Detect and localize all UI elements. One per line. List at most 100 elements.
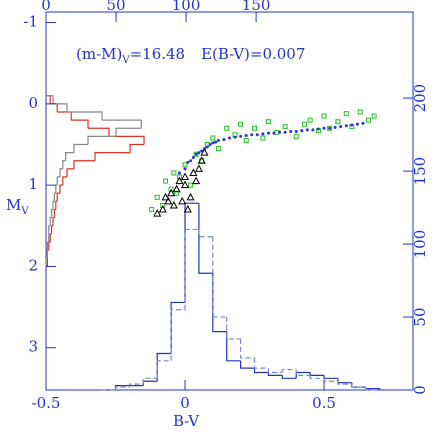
green-point xyxy=(188,182,194,188)
bottom-histogram-bin xyxy=(198,229,213,238)
blue-point xyxy=(239,134,243,138)
triangle-point xyxy=(169,200,178,209)
bottom-histogram-bin xyxy=(114,386,130,390)
bottom-histogram-bin xyxy=(212,236,227,318)
blue-point xyxy=(289,129,293,133)
right-tick-label: 0 xyxy=(411,385,429,395)
side-histogram-bin xyxy=(73,143,89,153)
y-axis-label: MV xyxy=(6,196,29,217)
side-histogram-bin xyxy=(52,200,55,210)
top-tick-label: 0 xyxy=(41,0,51,14)
green-point xyxy=(154,194,160,200)
bottom-histogram-bin xyxy=(240,338,255,359)
side-histogram-bin xyxy=(50,103,58,112)
blue-point xyxy=(186,160,190,164)
blue-point xyxy=(316,127,320,131)
blue-point xyxy=(261,132,265,136)
triangle-point xyxy=(180,180,190,189)
side-histogram-bin xyxy=(94,152,131,161)
side-histogram-bin xyxy=(65,152,75,161)
blue-point xyxy=(214,140,218,144)
side-histogram-bin xyxy=(48,241,51,251)
side-histogram-bin xyxy=(51,225,54,234)
blue-point xyxy=(350,123,354,127)
triangle-point xyxy=(180,172,190,181)
green-point xyxy=(238,121,244,127)
blue-point xyxy=(278,130,282,134)
triangle-point xyxy=(164,196,173,205)
bottom-histogram-bin xyxy=(226,317,241,340)
bottom-histogram-bin xyxy=(128,383,144,388)
bottom-histogram-bin xyxy=(253,368,269,374)
bottom-histogram-bin xyxy=(309,375,325,379)
green-point xyxy=(357,109,363,115)
side-histogram-bin xyxy=(102,119,142,129)
bottom-histogram-bin xyxy=(337,381,352,385)
blue-point xyxy=(200,149,204,153)
green-point xyxy=(252,125,258,131)
side-histogram-bin xyxy=(109,135,145,145)
green-point xyxy=(163,178,169,184)
triangle-point xyxy=(172,184,181,193)
bottom-histogram-bin xyxy=(184,202,199,303)
blue-point xyxy=(191,156,195,160)
blue-point xyxy=(272,131,276,135)
bottom-histogram-bin xyxy=(351,382,366,388)
blue-point xyxy=(344,124,348,128)
bottom-histogram-bin xyxy=(351,384,366,388)
bottom-histogram-bin xyxy=(309,372,325,377)
side-histogram-bin xyxy=(129,143,145,153)
bottom-histogram-bin xyxy=(295,369,311,377)
green-point xyxy=(149,207,155,213)
top-tick-label: 100 xyxy=(172,0,201,14)
triangle-point xyxy=(167,188,176,197)
x-axis-label: B-V xyxy=(173,412,200,430)
green-point xyxy=(282,124,288,130)
blue-point xyxy=(294,129,298,133)
side-histogram-bin xyxy=(71,119,89,129)
blue-point xyxy=(255,133,259,137)
bottom-histogram-bin xyxy=(267,368,283,374)
bottom-histogram-bin xyxy=(323,375,338,379)
blue-point xyxy=(266,131,270,135)
side-histogram-bin xyxy=(46,241,49,251)
triangle-point xyxy=(183,204,192,213)
y-tick-label: 0 xyxy=(28,94,38,112)
annotation-extra: E(B-V)=0.007 xyxy=(201,45,305,63)
blue-point xyxy=(328,126,332,130)
triangle-point xyxy=(197,156,206,164)
blue-point xyxy=(361,121,365,125)
side-histogram-bin xyxy=(66,168,75,178)
bottom-histogram-bin xyxy=(253,357,269,369)
side-histogram-bin xyxy=(56,176,61,186)
plot-frame xyxy=(45,11,414,391)
blue-point xyxy=(339,125,343,129)
annotation: (m-M)V=16.48 E(B-V)=0.007 xyxy=(76,45,305,66)
green-point xyxy=(182,162,188,168)
side-histogram-bin xyxy=(55,184,58,194)
annotation-text: (m-M) xyxy=(76,45,122,63)
green-point xyxy=(307,117,313,123)
blue-point xyxy=(194,152,198,156)
green-point xyxy=(176,174,182,180)
green-point xyxy=(215,146,221,152)
blue-point xyxy=(216,138,220,142)
green-point xyxy=(224,125,230,131)
blue-point xyxy=(300,129,304,133)
side-histogram-bin xyxy=(53,208,56,218)
y-tick-label: 1 xyxy=(28,175,38,193)
bottom-histogram-bin xyxy=(240,360,255,369)
side-histogram-bin xyxy=(88,127,110,137)
side-histogram-bin xyxy=(49,233,52,243)
green-point xyxy=(168,186,174,192)
blue-point xyxy=(211,141,215,145)
blue-point xyxy=(333,125,337,129)
green-point xyxy=(371,113,377,119)
bottom-histogram-bin xyxy=(142,377,158,385)
side-histogram-bin xyxy=(115,127,142,137)
bottom-histogram-bin xyxy=(142,380,158,386)
y-tick-label: 2 xyxy=(28,256,38,274)
annotation-subscript: V xyxy=(121,55,130,66)
triangle-point xyxy=(194,164,203,172)
